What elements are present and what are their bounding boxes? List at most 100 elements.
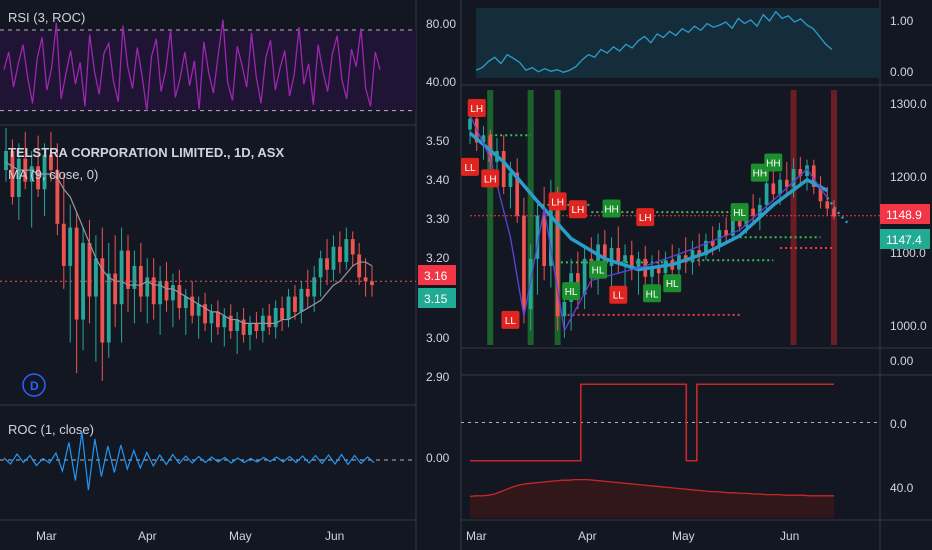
candle-body [724,230,729,236]
pivot-label: LL [505,316,517,327]
candle-body [177,285,182,309]
left-price-axis-330: 3.30 [426,212,450,226]
candle-body [106,273,111,343]
right-top-axis-1: 1.00 [890,14,914,28]
pivot-label: HH [753,169,767,180]
pivot-label: LH [484,174,497,185]
candle-body [235,319,240,332]
left-month-jun: Jun [325,529,344,543]
candle-body [158,281,163,305]
pivot-label: LH [571,205,584,216]
candle-body [81,242,85,320]
right-price-tag-red [880,204,930,224]
candle-body [798,169,803,177]
left-month-may: May [229,529,252,543]
pivot-badge [562,282,581,301]
candle-body [196,304,201,316]
candle-body [522,215,526,310]
candle-body [126,250,130,289]
ma-line [5,161,373,324]
area-fill [470,479,834,518]
candle-body [203,304,207,324]
candle-body [16,158,21,197]
right-month-mar: Mar [466,529,487,543]
candle-body [731,219,735,236]
pivot-badge [636,208,655,227]
candle-body [119,250,124,305]
candle-body [542,215,547,266]
pivot-badge [643,284,661,303]
highlight-band [790,90,797,345]
candle-body [305,288,310,297]
pivot-label: LH [470,104,483,115]
candle-body [183,296,188,309]
pivot-label: HL [592,266,605,277]
pivot-badge [501,310,520,329]
candle-body [609,248,614,266]
candle-body [267,315,272,328]
candle-body [616,248,621,263]
trend-projection [826,196,849,224]
candle-body [209,311,214,324]
left-price-axis-350: 3.50 [426,134,450,148]
left-price-tag-red [418,265,456,285]
candle-body [132,265,137,289]
pivot-label: HL [666,279,679,290]
candle-body [737,219,742,227]
candle-body [535,215,540,259]
pivot-label: HH [604,205,618,216]
candle-body [312,277,317,297]
candle-body [468,118,472,130]
candle-body [42,154,47,190]
candle-body [784,179,789,187]
candle-body [811,165,816,187]
highlight-band [527,90,534,345]
candle-body [656,265,661,274]
right-price-tag-red-text: 1148.9 [886,208,922,222]
right-trend-lines [468,114,849,333]
candle-body [825,201,830,209]
left-price-axis-290: 2.90 [426,370,450,384]
candle-body [562,301,567,317]
interval-badge-letter: D [30,379,39,393]
candle-body [805,165,809,177]
pivot-label: HL [733,208,746,219]
roc-title: ROC (1, close) [8,422,94,437]
candle-body [100,258,105,343]
candle-body [337,246,342,263]
left-rsi-axis-40: 40.00 [426,75,456,89]
right-price-axis-1000: 1000.0 [890,319,927,333]
pivot-badge [663,274,682,293]
pivot-badge [461,157,479,176]
interval-badge[interactable] [22,373,46,397]
candle-body [222,315,227,328]
pivot-badge [568,200,587,219]
pivot-label: HL [565,287,578,298]
candle-body [293,296,297,312]
candle-body [190,296,195,316]
candle-body [68,227,73,266]
candle-body [36,166,41,190]
candle-body [87,242,92,297]
right-time-axis: Mar Apr May Jun [466,529,799,543]
ma-title: MA (9, close, 0) [8,167,98,182]
candle-body [818,186,823,202]
candle-body [636,258,641,270]
pivot-label: LL [613,291,625,302]
candle-body [508,172,513,187]
candle-body [555,197,560,317]
candle-body [273,308,278,328]
left-roc-pane: ROC (1, close) 0.00 [0,422,450,491]
right-mid-axis-000: 0.00 [890,354,914,368]
right-price-axis-1200: 1200.0 [890,170,927,184]
left-price-axis-320: 3.20 [426,251,450,265]
candle-body [228,315,233,332]
candle-body [764,183,769,205]
right-month-jun: Jun [780,529,799,543]
pivot-label: LL [464,163,476,174]
candle-body [501,151,506,187]
pivot-label: HL [646,289,659,300]
candle-body [751,208,755,216]
left-price-axis-340: 3.40 [426,173,450,187]
